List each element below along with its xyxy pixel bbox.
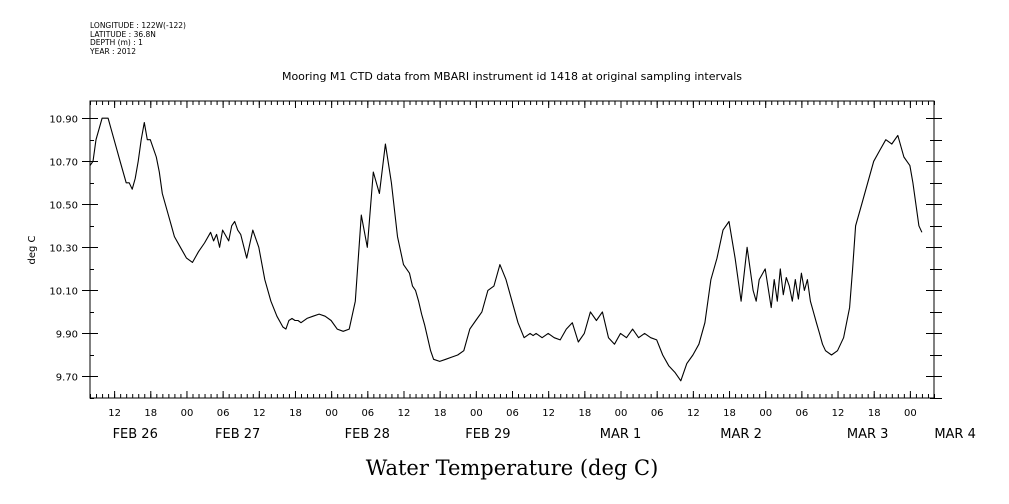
x-axis-label: Water Temperature (deg C) [366,456,659,480]
temperature-series-line [89,117,923,382]
y-axis-label: deg C [27,235,38,264]
x-day-label: MAR 4 [934,427,976,442]
y-tick-label: 10.50 [49,201,78,212]
x-tick-label: 06 [217,408,230,419]
y-tick-label: 10.70 [49,158,78,169]
x-tick-label: 00 [615,408,628,419]
x-tick-label: 00 [759,408,772,419]
metadata-block: LONGITUDE : 122W(-122) LATITUDE : 36.8N … [90,21,186,56]
y-tick-label: 10.90 [49,115,78,126]
x-tick-label: 12 [108,408,121,419]
x-tick-label: 18 [868,408,881,419]
x-day-label: MAR 2 [720,427,762,442]
x-day-label: FEB 29 [465,427,510,442]
x-tick-label: 12 [832,408,845,419]
x-tick-label: 06 [361,408,374,419]
x-tick-label: 00 [904,408,917,419]
longitude-label: LONGITUDE : 122W(-122) [90,21,186,30]
x-tick-label: 06 [796,408,809,419]
x-day-label: FEB 28 [345,427,390,442]
plot-frame [89,100,935,399]
x-tick-label: 12 [687,408,700,419]
x-day-label: MAR 3 [847,427,889,442]
depth-label: DEPTH (m) : 1 [90,38,143,47]
y-tick-label: 9.90 [56,330,78,341]
y-tick-label: 10.10 [49,287,78,298]
x-tick-label: 06 [506,408,519,419]
x-tick-label: 18 [289,408,302,419]
axes: 12 18 00 06 12 18 00 06 12 18 00 06 12 18 00 06 12 18 00 06… [49,100,976,442]
x-tick-label: 12 [542,408,555,419]
x-tick-label: 18 [578,408,591,419]
x-day-label: FEB 26 [113,427,158,442]
x-tick-label: 06 [651,408,664,419]
x-tick-label: 00 [470,408,483,419]
y-tick-label: 9.70 [56,373,78,384]
x-day-label: FEB 27 [215,427,260,442]
x-tick-label: 18 [434,408,447,419]
x-tick-label: 00 [325,408,338,419]
x-tick-label: 12 [253,408,266,419]
x-tick-label: 00 [181,408,194,419]
chart-title: Mooring M1 CTD data from MBARI instrumen… [282,70,742,83]
latitude-label: LATITUDE : 36.8N [90,29,156,39]
x-tick-label: 18 [723,408,736,419]
x-day-label: MAR 1 [600,427,642,442]
y-tick-label: 10.30 [49,244,78,255]
x-tick-label: 18 [144,408,157,419]
series-layer [89,117,923,382]
x-tick-label: 12 [398,408,411,419]
year-label: YEAR : 2012 [90,46,137,56]
